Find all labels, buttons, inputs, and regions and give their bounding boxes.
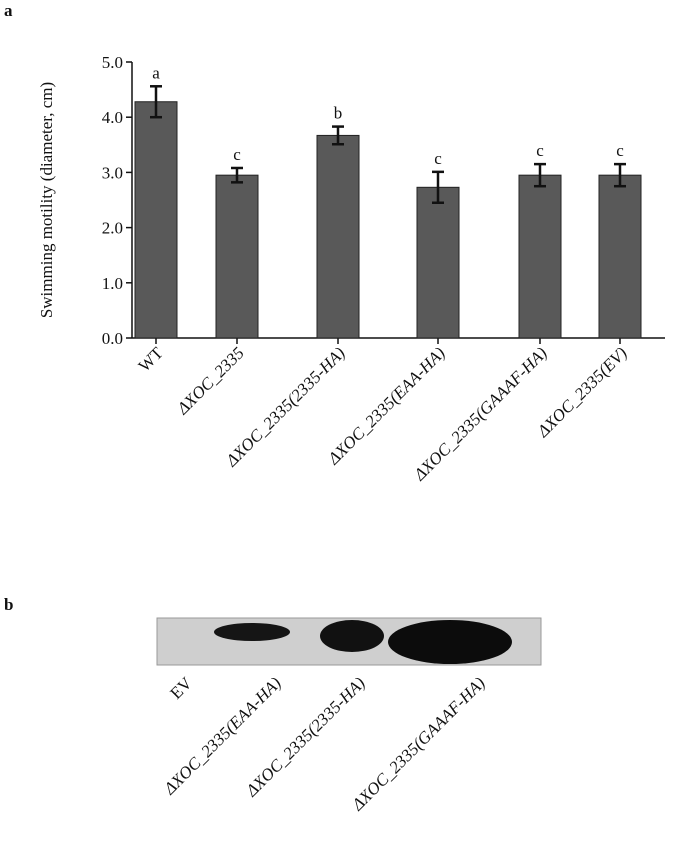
y-tick-label: 5.0 (102, 53, 123, 72)
blot-band (214, 623, 290, 641)
bar (598, 174, 642, 339)
lane-label: ΔXOC_2335(GAAAF-HA) (347, 673, 489, 815)
significance-letter: b (334, 104, 343, 123)
y-tick-label: 1.0 (102, 274, 123, 293)
y-tick-label: 3.0 (102, 163, 123, 182)
significance-letter: a (152, 63, 160, 82)
y-tick-label: 0.0 (102, 329, 123, 348)
significance-letter: c (434, 149, 442, 168)
significance-letter: c (233, 145, 241, 164)
bar (518, 174, 562, 339)
y-tick-label: 2.0 (102, 219, 123, 238)
y-axis-label: Swimming motility (diameter, cm) (37, 82, 56, 318)
bar (215, 174, 259, 339)
error-bar (614, 162, 626, 188)
bar (416, 186, 460, 339)
x-tick-label: ΔXOC_2335 (173, 343, 248, 418)
blot-band (320, 620, 384, 652)
panel-label: a (4, 1, 13, 20)
panel-label: b (4, 595, 13, 614)
error-bar (231, 166, 243, 184)
bar (134, 101, 178, 339)
lane-label: EV (166, 673, 196, 703)
error-bar (534, 162, 546, 188)
blot (156, 617, 542, 666)
significance-letter: c (536, 141, 544, 160)
error-bar (432, 170, 444, 205)
x-tick-label: WT (135, 343, 168, 376)
error-bar (150, 85, 162, 119)
significance-letter: c (616, 141, 624, 160)
bar (316, 134, 360, 339)
error-bar (332, 125, 344, 146)
y-tick-label: 4.0 (102, 108, 123, 127)
blot-band (388, 620, 512, 664)
